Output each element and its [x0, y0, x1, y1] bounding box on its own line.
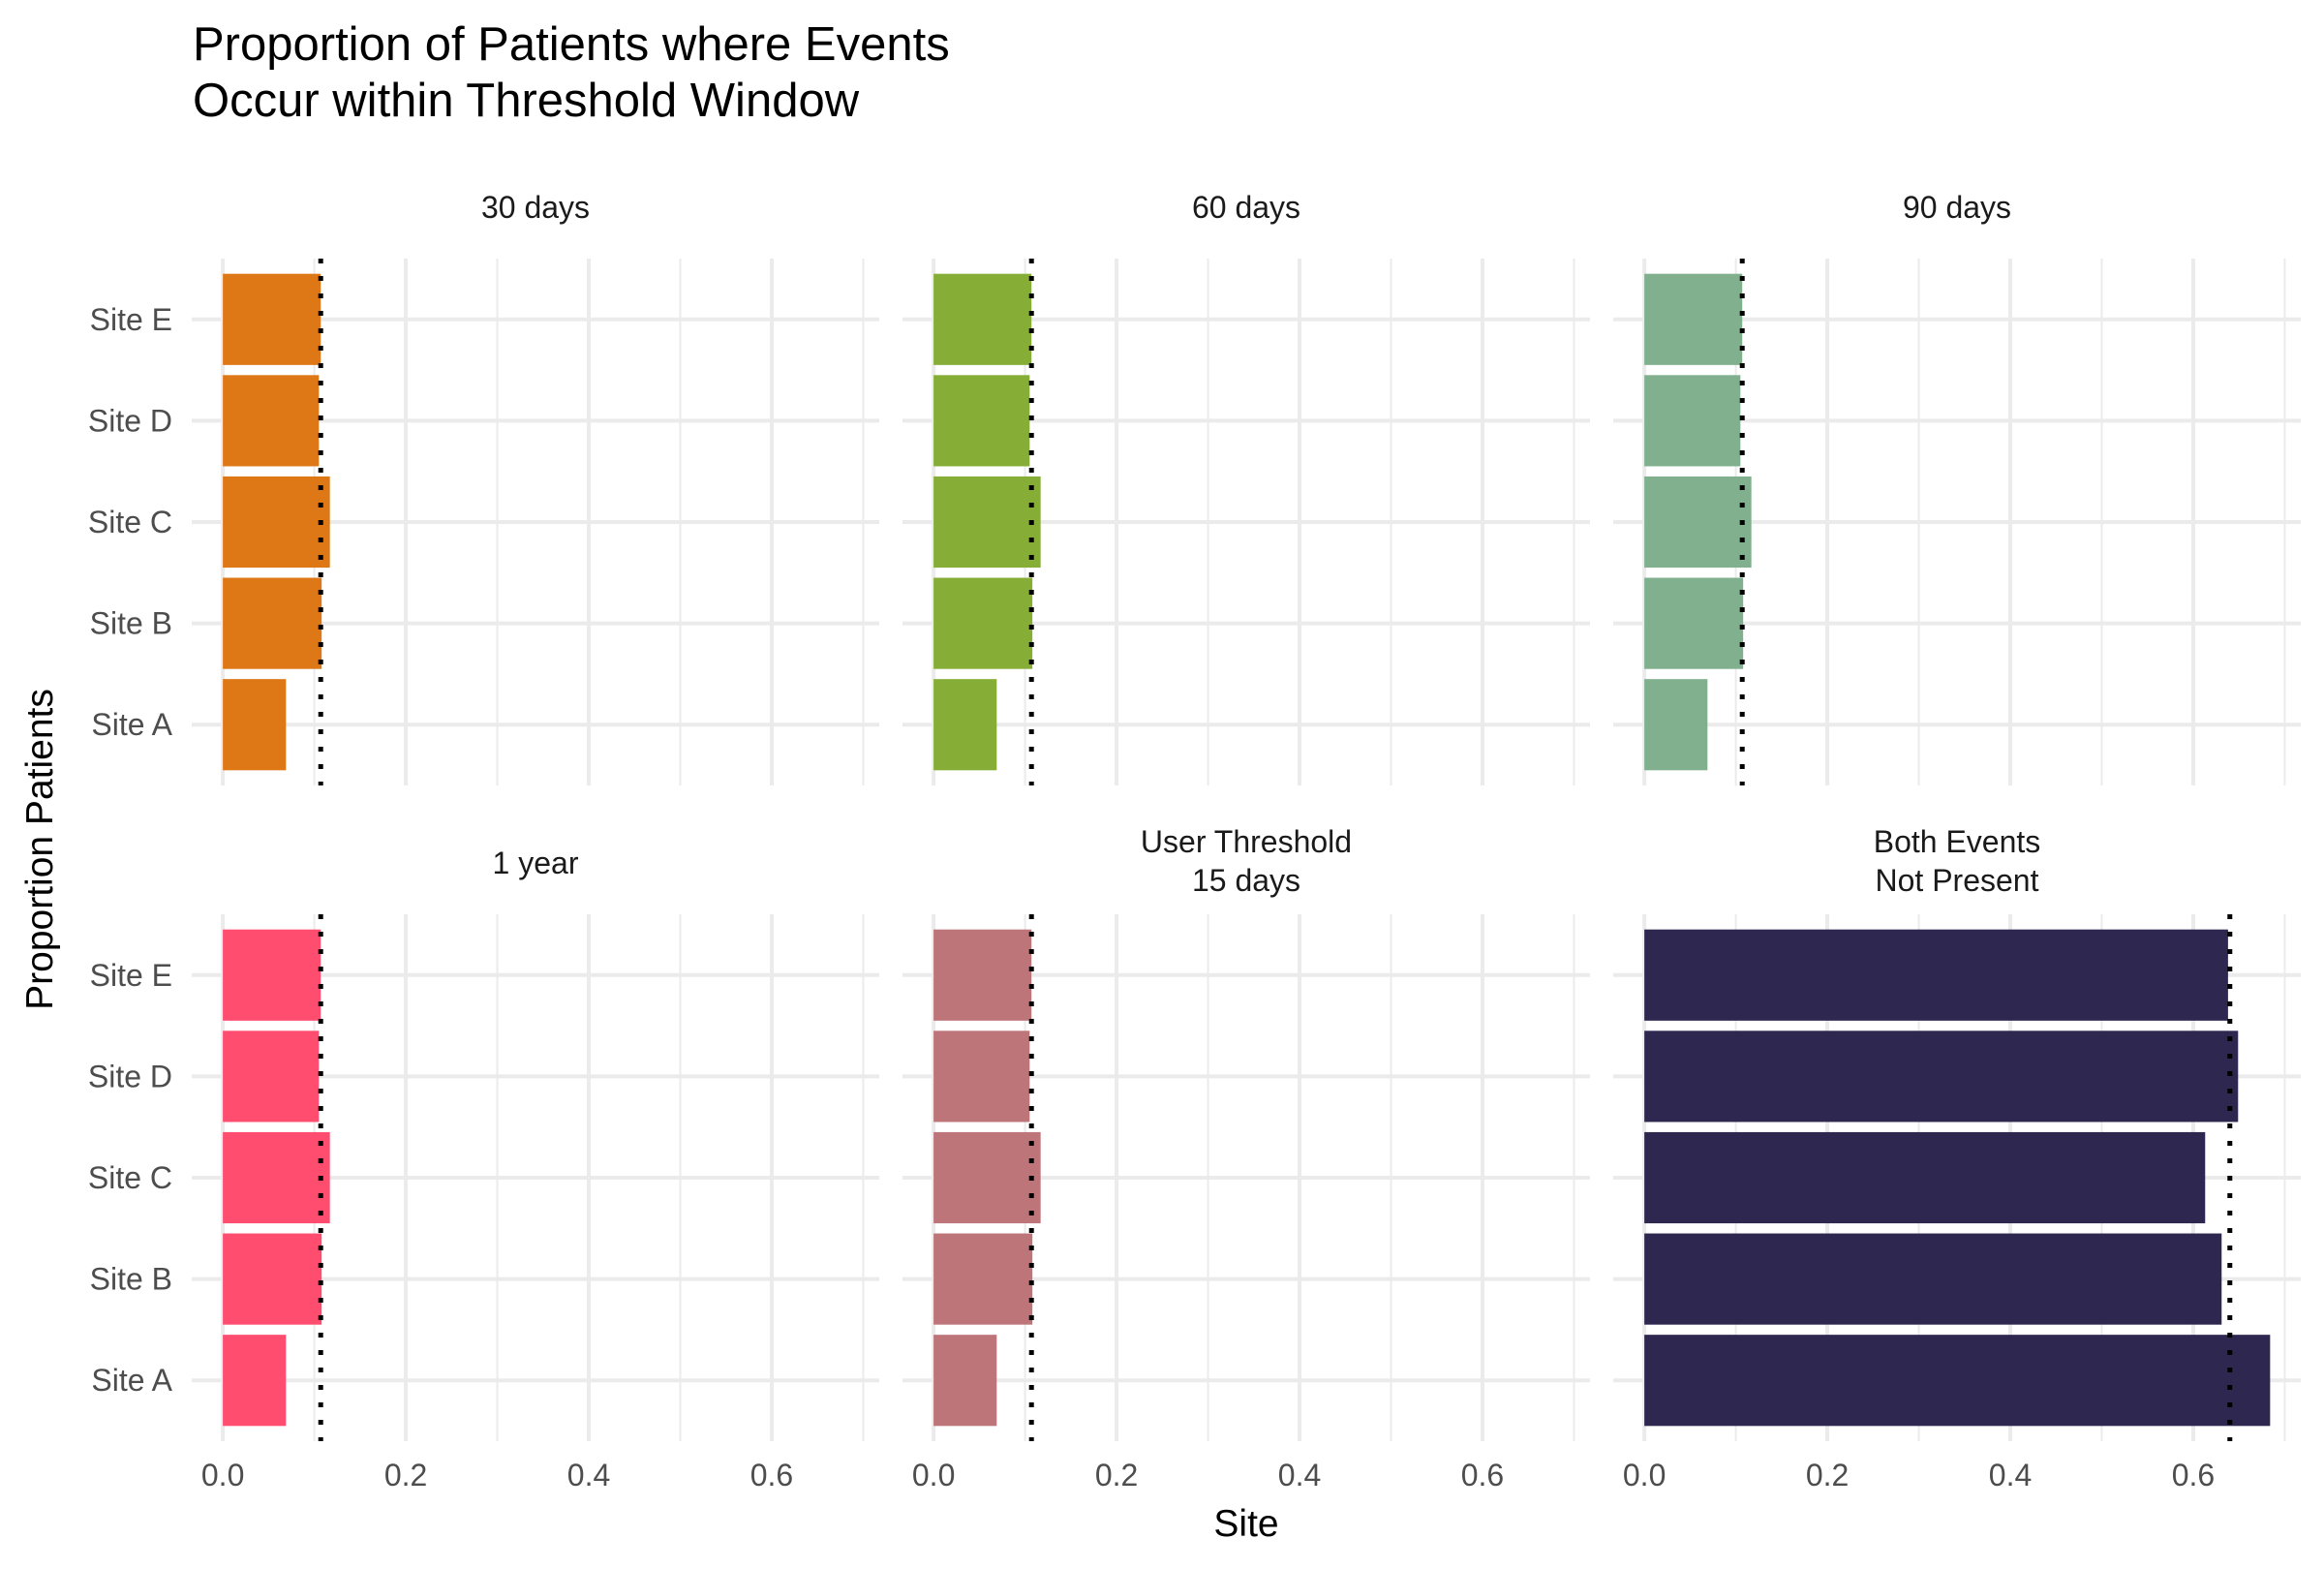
- facet-strip-label: 60 days: [1192, 190, 1300, 225]
- x-tick-label: 0.0: [201, 1458, 244, 1492]
- bar-site-d: [223, 1031, 320, 1123]
- bar-site-a: [1644, 679, 1708, 771]
- y-tick-label: Site A: [91, 707, 172, 742]
- bar-site-b: [1644, 577, 1744, 669]
- bar-site-c: [223, 476, 330, 569]
- bar-site-e: [933, 273, 1032, 365]
- x-tick-label: 0.4: [567, 1458, 610, 1492]
- bar-site-b: [1644, 1233, 2222, 1325]
- facet-panel: 1 year Site A Site B Site C Site D Site E 0.0 0…: [88, 846, 879, 1492]
- y-tick-label: Site B: [90, 606, 172, 641]
- bar-site-c: [933, 1131, 1041, 1224]
- bar-site-a: [1644, 1335, 2271, 1427]
- y-tick-label: Site B: [90, 1262, 172, 1297]
- bar-site-b: [933, 1233, 1033, 1325]
- facet-strip-label: User Threshold: [1141, 824, 1352, 859]
- y-tick-label: Site C: [88, 1160, 172, 1195]
- bar-site-e: [1644, 273, 1743, 365]
- x-tick-label: 0.4: [1989, 1458, 2032, 1492]
- chart-title-line-2: Occur within Threshold Window: [193, 75, 860, 127]
- bar-site-d: [933, 375, 1030, 467]
- bar-site-c: [223, 1131, 330, 1224]
- bar-site-e: [1644, 929, 2228, 1021]
- x-axis-title: Site: [1213, 1503, 1278, 1545]
- x-tick-label: 0.2: [384, 1458, 427, 1492]
- facet-strip-label: Not Present: [1876, 863, 2039, 898]
- x-tick-label: 0.0: [1623, 1458, 1666, 1492]
- facet-strip-label: Both Events: [1874, 824, 2041, 859]
- y-tick-label: Site E: [90, 302, 172, 337]
- x-tick-label: 0.2: [1806, 1458, 1849, 1492]
- chart-title-line-1: Proportion of Patients where Events: [193, 18, 950, 71]
- bar-site-e: [933, 929, 1032, 1021]
- y-tick-label: Site D: [88, 403, 172, 438]
- y-tick-label: Site E: [90, 958, 172, 993]
- bar-site-c: [1644, 1131, 2206, 1224]
- bar-site-b: [223, 1233, 322, 1325]
- x-tick-label: 0.4: [1278, 1458, 1321, 1492]
- y-tick-label: Site C: [88, 505, 172, 539]
- facet-panel: 60 days: [902, 190, 1590, 785]
- facet-strip-label: 1 year: [493, 846, 579, 880]
- bar-site-c: [1644, 476, 1752, 569]
- facet-strip-label: 15 days: [1192, 863, 1300, 898]
- x-tick-label: 0.6: [1461, 1458, 1504, 1492]
- bar-site-a: [933, 1335, 997, 1427]
- x-tick-label: 0.2: [1095, 1458, 1138, 1492]
- facet-strip-label: 30 days: [481, 190, 590, 225]
- bar-site-d: [933, 1031, 1030, 1123]
- facet-panel: Both Events Not Present 0.0 0.2 0.4 0.6: [1613, 824, 2301, 1492]
- bar-site-b: [933, 577, 1033, 669]
- x-tick-label: 0.0: [912, 1458, 955, 1492]
- bar-site-a: [933, 679, 997, 771]
- facet-panel: 90 days: [1613, 190, 2301, 785]
- bar-site-a: [223, 1335, 287, 1427]
- facet-panel: 30 days Site A Site B Site C Site D Site E: [88, 190, 879, 785]
- bar-site-e: [223, 273, 321, 365]
- bar-site-d: [1644, 375, 1741, 467]
- y-tick-label: Site A: [91, 1363, 172, 1398]
- bar-site-d: [1644, 1031, 2239, 1123]
- bar-site-d: [223, 375, 320, 467]
- y-tick-label: Site D: [88, 1059, 172, 1093]
- bar-site-a: [223, 679, 287, 771]
- bar-site-c: [933, 476, 1041, 569]
- facet-panels: 30 days Site A Site B Site C Site D Site E 60 …: [88, 190, 2301, 1492]
- facet-panel: User Threshold 15 days 0.0 0.2 0.4 0.6: [902, 824, 1590, 1492]
- bar-site-e: [223, 929, 321, 1021]
- facet-strip-label: 90 days: [1903, 190, 2011, 225]
- x-tick-label: 0.6: [2172, 1458, 2215, 1492]
- x-tick-label: 0.6: [750, 1458, 793, 1492]
- y-axis-title: Proportion Patients: [19, 689, 61, 1010]
- bar-site-b: [223, 577, 322, 669]
